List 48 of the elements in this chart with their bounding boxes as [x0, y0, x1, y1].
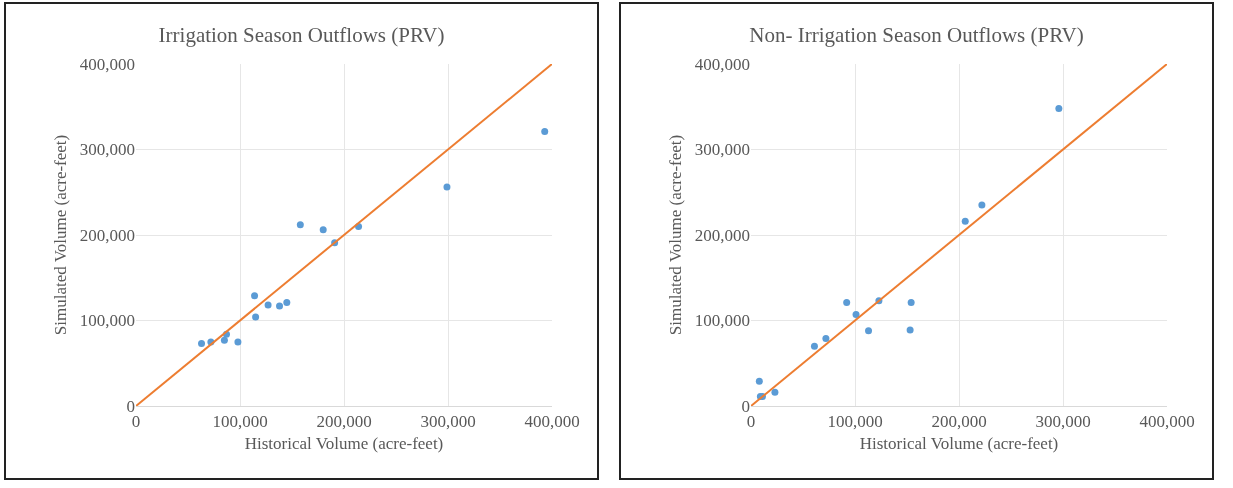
y-tick-label: 100,000 [79, 311, 135, 331]
x-tick-label: 400,000 [1139, 412, 1195, 432]
point [283, 299, 291, 307]
point [319, 226, 327, 234]
y-tick-label: 200,000 [694, 225, 750, 245]
y-tick-label: 200,000 [79, 225, 135, 245]
y-tick-label: 300,000 [79, 140, 135, 160]
x-tick-label: 200,000 [316, 412, 372, 432]
point [843, 299, 851, 307]
point [978, 201, 986, 209]
point [252, 313, 260, 321]
x-axis-title: Historical Volume (acre-feet) [244, 433, 444, 453]
point [906, 326, 914, 334]
chart-title: Irrigation Season Outflows (PRV) [158, 23, 445, 48]
point [541, 128, 549, 136]
point [755, 377, 763, 385]
x-axis-title: Historical Volume (acre-feet) [859, 433, 1059, 453]
point [443, 183, 451, 191]
point [865, 327, 873, 335]
point [1055, 104, 1063, 112]
y-tick-label: 0 [741, 396, 750, 416]
point [810, 342, 818, 350]
chart-title: Non- Irrigation Season Outflows (PRV) [749, 23, 1084, 48]
y-tick-label: 0 [126, 396, 135, 416]
y-tick-label: 400,000 [79, 54, 135, 74]
point [220, 336, 228, 344]
x-tick-label: 300,000 [1035, 412, 1091, 432]
point [907, 299, 915, 307]
y-axis-title: Simulated Volume (acre-feet) [51, 134, 71, 336]
point [276, 302, 284, 310]
point [852, 311, 860, 319]
x-tick-label: 200,000 [931, 412, 987, 432]
point [296, 221, 304, 229]
y-tick-label: 400,000 [694, 54, 750, 74]
point [198, 340, 206, 348]
y-axis-title: Simulated Volume (acre-feet) [666, 134, 686, 336]
y-tick-label: 100,000 [694, 311, 750, 331]
x-tick-label: 100,000 [212, 412, 268, 432]
x-tick-label: 400,000 [524, 412, 580, 432]
x-tick-label: 100,000 [827, 412, 883, 432]
point [251, 292, 259, 300]
x-tick-label: 300,000 [420, 412, 476, 432]
point [961, 217, 969, 225]
point [822, 334, 830, 342]
point [264, 301, 272, 309]
point [234, 338, 242, 346]
y-tick-label: 300,000 [694, 140, 750, 160]
point [771, 388, 779, 396]
